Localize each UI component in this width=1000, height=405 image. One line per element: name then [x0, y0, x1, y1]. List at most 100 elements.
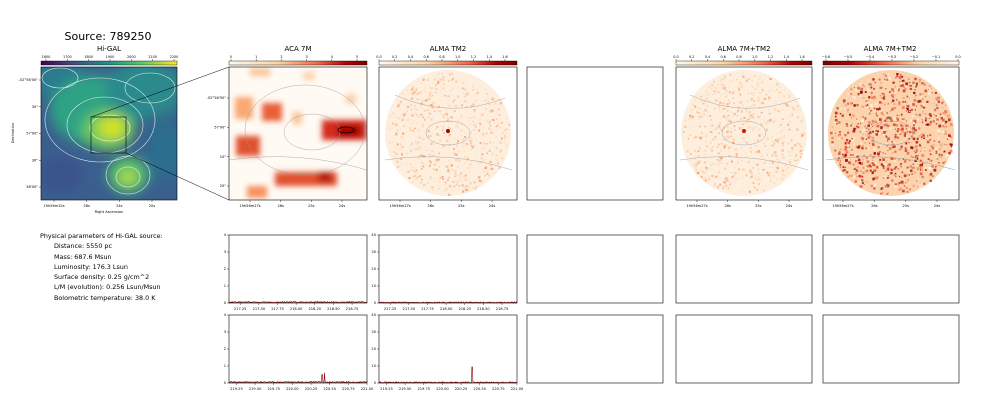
page-title: Source: 789250	[65, 30, 152, 43]
spectrum-ytick-label: 10	[371, 364, 376, 368]
colorbar-tick-label: 0.4	[408, 55, 413, 59]
spectrum-ytick-label: 3	[224, 250, 226, 254]
xtick-label: 24s	[339, 204, 346, 208]
xtick-label: 25s	[308, 204, 315, 208]
aca-image	[229, 67, 367, 200]
colorbar-tick-label: 1.2	[471, 55, 476, 59]
higal-image	[41, 67, 177, 200]
spectrum-panels: 0 1 2 3 4 217.25 217.50 217.75 218.00 218.25 218.5…	[224, 233, 524, 391]
info-lm-ratio: L/M (evolution): 0.256 Lsun/Msun	[54, 283, 161, 292]
spectrum-xtick-label: 217.50	[253, 307, 266, 311]
colorbar-tick-label: 2200	[170, 55, 179, 59]
higal-ylabel: Declination	[11, 123, 15, 143]
spectrum-frame	[228, 234, 368, 304]
colorbar-tick-label: 1.2	[768, 55, 773, 59]
spectrum-ytick-label: 30	[371, 330, 376, 334]
xtick-label: 26s	[724, 204, 731, 208]
spectrum-ytick-label: 2	[224, 267, 226, 271]
colorbar-tick-label: −0.1	[932, 55, 940, 59]
tm2-peak	[446, 129, 450, 133]
empty-panel-r2c6	[822, 314, 960, 384]
spectrum-xtick-label: 217.50	[403, 307, 416, 311]
xtick-label: 24s	[786, 204, 793, 208]
comb-res-title: ALMA 7M+TM2	[864, 45, 917, 53]
colorbar-tick-label: 0.0	[673, 55, 678, 59]
spectrum-ytick-label: 3	[224, 330, 226, 334]
spectrum-xtick-label: 220.00	[436, 387, 449, 391]
info-tbol: Bolometric temperature: 38.0 K	[54, 293, 156, 302]
spectrum-xtick-label: 218.75	[496, 307, 509, 311]
xtick-label: 19h56m27s	[832, 204, 853, 208]
colorbar-tick-label: 2100	[148, 55, 157, 59]
empty-panel-r2c4	[526, 314, 664, 384]
spectrum-ytick-label: 10	[371, 284, 376, 288]
spectrum-xtick-label: 220.25	[305, 387, 318, 391]
info-luminosity: Luminosity: 176.3 Lsun	[54, 262, 128, 271]
colorbar-tick-label: 1.0	[455, 55, 460, 59]
comb-res-xticks: 19h56m27s 26s 25s 24s	[832, 200, 940, 208]
colorbar-tick-label: 3	[306, 55, 308, 59]
colorbar-tick-label: 0	[230, 55, 232, 59]
info-distance: Distance: 5550 pc	[54, 242, 112, 251]
tm2-colorbar	[378, 60, 518, 66]
colorbar-tick-label: −0.2	[910, 55, 918, 59]
spectrum-xtick-label: 218.50	[477, 307, 490, 311]
xtick-label: 25s	[902, 204, 909, 208]
comb-xticks: 19h56m27s 26s 25s 24s	[686, 200, 792, 208]
tm2-title: ALMA TM2	[430, 45, 467, 53]
aca-panel: ACA 7M 0 1 2 3 4 5	[207, 45, 368, 208]
colorbar-tick-label: 2000	[127, 55, 136, 59]
colorbar-tick-label: 1900	[106, 55, 115, 59]
spectrum-ytick-label: 30	[371, 250, 376, 254]
colorbar-tick-label: 2	[280, 55, 282, 59]
spectrum-xtick-label: 220.50	[323, 387, 336, 391]
comb-panel: ALMA 7M+TM2 0.0 0.2 0.4 0.6 0.8 1.0 1.2 1.4 1.6 …	[673, 45, 813, 208]
comb-title: ALMA 7M+TM2	[718, 45, 771, 53]
spectrum-xtick-label: 218.00	[290, 307, 303, 311]
aca-colorbar	[228, 60, 368, 66]
source-parameters: Physical parameters of Hi-GAL source: Di…	[40, 231, 163, 303]
spectrum-xtick-label: 221.00	[361, 387, 374, 391]
spectrum-xtick-label: 220.50	[473, 387, 486, 391]
higal-xticks: 19h56m32s 28s 24s 20s	[43, 200, 155, 208]
comb-colorbar-ticks: 0.0 0.2 0.4 0.6 0.8 1.0 1.2 1.4 1.6	[673, 55, 805, 61]
comb-peak	[742, 129, 746, 133]
colorbar-tick-label: −0.5	[844, 55, 852, 59]
spectrum-xtick-label: 219.75	[267, 387, 280, 391]
spectrum-xtick-label: 221.00	[511, 387, 524, 391]
colorbar-tick-label: −0.3	[888, 55, 896, 59]
xtick-label: 19h56m32s	[43, 204, 64, 208]
xtick-label: 25s	[458, 204, 465, 208]
colorbar-tick-label: 0.8	[439, 55, 444, 59]
ytick-label: 30"	[32, 105, 39, 109]
spectrum-ytick-label: 0	[374, 381, 377, 385]
colorbar-tick-label: 1600	[42, 55, 51, 59]
spectrum-xtick-label: 220.00	[286, 387, 299, 391]
higal-colorbar-ticks: 1600 1700 1800 1900 2000 2100 2200	[42, 55, 179, 61]
xtick-label: 19h56m27s	[686, 204, 707, 208]
tm2-panel: ALMA TM2 0.0 0.2 0.4 0.6 0.8 1.0 1.2 1.4 1.6 19h…	[376, 45, 518, 208]
colorbar-tick-label: 0.8	[736, 55, 741, 59]
spectrum-ytick-label: 20	[371, 347, 376, 351]
colorbar-tick-label: −0.4	[866, 55, 874, 59]
spectrum-xtick-label: 220.75	[342, 387, 355, 391]
comb-res-colorbar	[822, 60, 960, 66]
info-mass: Mass: 687.6 Msun	[54, 252, 112, 261]
spectrum-ytick-label: 4	[224, 313, 227, 317]
ytick-label: 57'00"	[26, 132, 38, 136]
tm2-noise	[387, 72, 511, 196]
colorbar-tick-label: 0.4	[705, 55, 710, 59]
spectrum-xtick-label: 219.25	[230, 387, 243, 391]
colorbar-tick-label: 1.6	[799, 55, 804, 59]
spectrum-xtick-label: 219.50	[399, 387, 412, 391]
colorbar-tick-label: 1.0	[752, 55, 757, 59]
colorbar-tick-label: 0.6	[424, 55, 429, 59]
colorbar-tick-label: 0.6	[721, 55, 726, 59]
ytick-label: 20"	[220, 184, 227, 188]
empty-panel-r1c6	[822, 234, 960, 304]
xtick-label: 26s	[277, 204, 284, 208]
aca-colorbar-ticks: 0 1 2 3 4 5	[230, 55, 358, 61]
ytick-label: 58'00"	[26, 185, 38, 189]
colorbar-tick-label: 0.2	[689, 55, 694, 59]
